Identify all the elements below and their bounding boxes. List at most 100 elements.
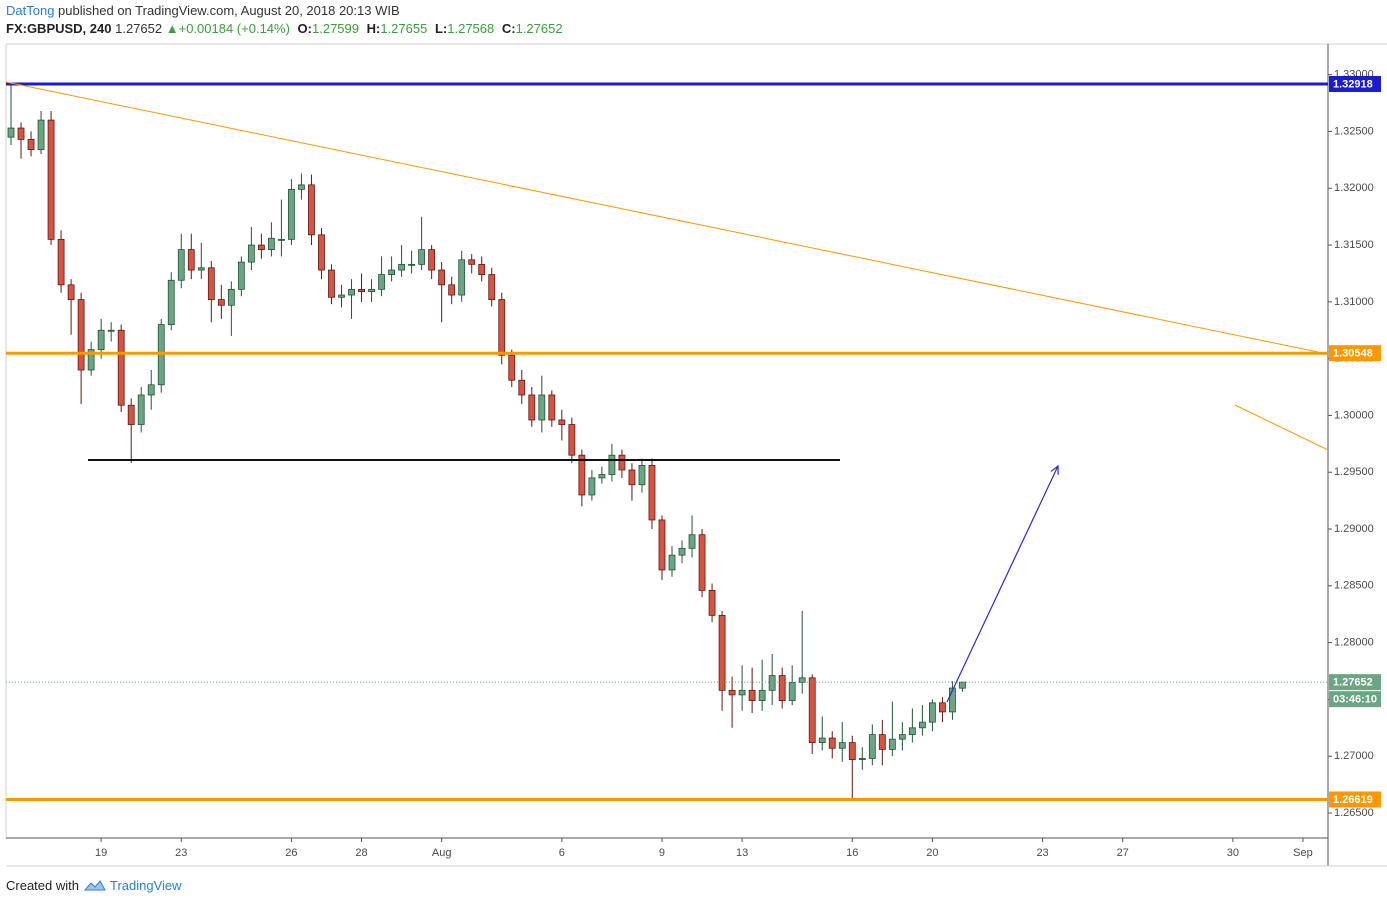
candle-body [268,237,275,250]
candles [7,83,966,801]
candle-body [688,534,696,549]
y-tick-label: 1.31500 [1334,239,1374,251]
candle-body [908,727,916,736]
candle-body [558,419,566,425]
candle-body [177,249,185,281]
brand-logo [83,880,106,891]
candle-body [778,675,786,701]
candle-body [828,737,836,749]
candle-body [418,249,426,265]
candle-body [728,689,736,696]
candle-body [7,127,15,138]
candle-body [428,249,436,271]
candle-body [598,474,606,479]
candle-body [949,687,956,713]
y-tick-label: 1.29000 [1334,523,1374,535]
candle-body [648,465,656,521]
brand[interactable]: TradingView [110,878,182,893]
countdown-tag [1329,691,1381,708]
candle-body [378,274,385,290]
candle-body [538,394,546,421]
candle-body [468,259,476,265]
up-arrow: ▲ [165,21,179,36]
candle-body [518,379,526,396]
candle-body [878,734,886,750]
candle-body [698,534,706,591]
candle-body [748,689,756,701]
candle-body [488,274,496,300]
candle-body [888,738,896,750]
y-tick-label: 1.28000 [1334,637,1374,649]
candle-body [338,294,345,298]
candle-body [117,329,125,406]
x-tick-label: 30 [1227,847,1239,859]
candle-body [548,394,556,421]
candle-body [67,284,75,300]
published: published on TradingView.com, August 20,… [58,3,400,18]
candle-body [217,299,225,306]
candle-body [628,469,636,486]
candle-body [568,424,576,456]
candle-body [608,454,616,475]
change: +0.00184 (+0.14%) [178,21,290,36]
candle-body [298,184,305,190]
candle-body [37,119,45,151]
candle-body [358,288,365,293]
candle-body [227,288,235,306]
candle-body [618,454,626,471]
author[interactable]: DatTong [6,3,55,18]
candle-body [458,259,466,296]
last-price: 1.27652 [115,21,163,36]
y-tick-label: 1.28500 [1334,580,1374,592]
drawings [5,81,1329,703]
level-tag [1329,345,1381,362]
header-quote: FX:GBPUSD, 240 1.27652 ▲+0.00184 (+0.14%… [6,21,563,36]
header-line: DatTong published on TradingView.com, Au… [6,3,400,18]
candle-body [788,681,796,701]
candle-body [57,238,65,286]
x-tick-label: 19 [95,847,107,859]
high-label: H: [366,21,381,36]
candle-body [368,288,375,293]
candle-body [959,681,966,689]
low-value: 1.27568 [447,21,495,36]
candle-body [348,288,355,296]
candle-body [127,404,135,425]
last-price-label: 1.27652 [1333,677,1373,689]
x-tick-label: 28 [355,847,367,859]
x-tick-label: 20 [926,847,938,859]
candle-body [137,394,145,425]
candle-body [798,677,806,683]
candle-body [738,689,746,696]
candle-body [27,139,35,151]
x-tick-label: Sep [1293,847,1313,859]
y-tick-label: 1.32500 [1334,125,1374,137]
candle-body [288,188,295,240]
candle-body [47,119,55,240]
candle-body [898,734,906,740]
candle-body [278,238,285,241]
symbol: FX:GBPUSD, 240 [6,21,112,36]
candle-body [318,234,325,271]
candle-body [77,299,85,371]
candle-body [858,758,866,761]
created-with: Created with [6,878,79,893]
candle-body [398,263,405,271]
candle-body [87,349,95,371]
candle-body [187,249,195,271]
x-tick-label: 9 [659,847,665,859]
candle-body [838,742,846,749]
candle-body [107,329,115,332]
y-tick-label: 1.32000 [1334,182,1374,194]
x-tick-label: Aug [432,847,452,859]
candle-body [247,244,255,263]
candle-body [578,454,586,496]
countdown: 03:46:10 [1333,694,1377,706]
x-tick-label: 26 [285,847,297,859]
y-tick-label: 1.30000 [1334,409,1374,421]
level-label: 1.26619 [1333,794,1373,806]
candle-body [528,394,536,421]
x-tick-label: 6 [559,847,565,859]
candle-body [388,269,395,275]
